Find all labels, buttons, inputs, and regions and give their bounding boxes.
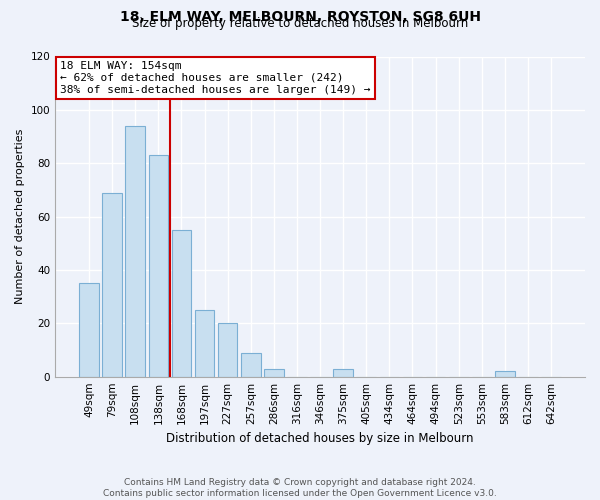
Bar	[495, 372, 515, 376]
Bar	[218, 324, 238, 376]
Bar	[334, 368, 353, 376]
Bar	[149, 155, 168, 376]
Bar	[264, 368, 284, 376]
Bar	[172, 230, 191, 376]
Text: Size of property relative to detached houses in Melbourn: Size of property relative to detached ho…	[132, 18, 468, 30]
Bar	[195, 310, 214, 376]
X-axis label: Distribution of detached houses by size in Melbourn: Distribution of detached houses by size …	[166, 432, 474, 445]
Text: Contains HM Land Registry data © Crown copyright and database right 2024.
Contai: Contains HM Land Registry data © Crown c…	[103, 478, 497, 498]
Text: 18 ELM WAY: 154sqm
← 62% of detached houses are smaller (242)
38% of semi-detach: 18 ELM WAY: 154sqm ← 62% of detached hou…	[61, 62, 371, 94]
Bar	[103, 192, 122, 376]
Text: 18, ELM WAY, MELBOURN, ROYSTON, SG8 6UH: 18, ELM WAY, MELBOURN, ROYSTON, SG8 6UH	[119, 10, 481, 24]
Bar	[79, 284, 99, 376]
Bar	[125, 126, 145, 376]
Bar	[241, 352, 260, 376]
Y-axis label: Number of detached properties: Number of detached properties	[15, 129, 25, 304]
